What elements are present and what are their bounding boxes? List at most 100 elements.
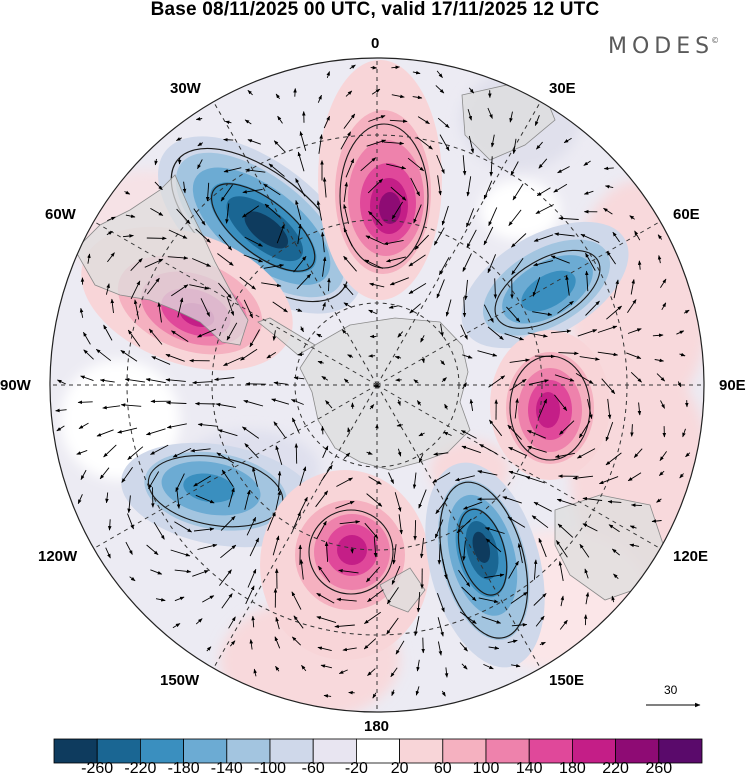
wind-vector bbox=[418, 453, 424, 463]
label-lon-120e: 120E bbox=[673, 548, 709, 565]
wind-vector bbox=[466, 229, 477, 248]
wind-vector bbox=[608, 524, 620, 533]
wind-vector bbox=[347, 354, 354, 359]
wind-vector bbox=[343, 181, 348, 203]
wind-vector bbox=[275, 616, 280, 630]
wind-vector bbox=[415, 686, 420, 696]
wind-vector bbox=[506, 306, 521, 323]
wind-vector bbox=[575, 373, 594, 384]
wind-vector bbox=[247, 89, 253, 96]
colorbar-swatch bbox=[226, 738, 271, 764]
colorbar-tick-label: 60 bbox=[433, 760, 452, 777]
wind-vector bbox=[517, 542, 523, 564]
wind-vector bbox=[318, 565, 331, 583]
wind-vector bbox=[216, 452, 235, 464]
wind-vector bbox=[360, 157, 377, 172]
wind-vector bbox=[121, 467, 133, 483]
wind-vector bbox=[398, 514, 403, 535]
colorbar-tick-label: 220 bbox=[602, 760, 629, 777]
wind-vector bbox=[509, 378, 527, 391]
wind-vector bbox=[386, 617, 399, 635]
wind-vector bbox=[654, 358, 665, 363]
wind-vector bbox=[364, 259, 383, 269]
wind-vector bbox=[176, 208, 191, 225]
wind-vector bbox=[418, 432, 425, 437]
wind-vector bbox=[77, 400, 93, 405]
wind-vector bbox=[217, 429, 238, 437]
wind-vector bbox=[170, 549, 191, 557]
wind-vector bbox=[299, 466, 307, 486]
wind-vector bbox=[577, 448, 596, 459]
wind-vector bbox=[349, 64, 356, 70]
wind-vector bbox=[192, 380, 213, 385]
wind-vector bbox=[372, 692, 377, 699]
wind-vector bbox=[197, 159, 203, 170]
wind-vector bbox=[243, 299, 254, 319]
wind-vector bbox=[467, 108, 472, 121]
wind-vector bbox=[461, 430, 477, 439]
wind-vector bbox=[554, 374, 575, 382]
wind-vector bbox=[483, 180, 493, 200]
wind-vector bbox=[263, 183, 281, 196]
wind-vector bbox=[527, 445, 547, 453]
wind-vector bbox=[397, 448, 402, 457]
wind-vector bbox=[316, 592, 335, 604]
wind-vector bbox=[613, 279, 619, 299]
wind-vector bbox=[77, 494, 83, 505]
wind-vector bbox=[507, 639, 518, 644]
wind-vector bbox=[533, 593, 547, 606]
wind-vector bbox=[290, 399, 304, 405]
wind-vector bbox=[630, 279, 635, 295]
wind-vector bbox=[509, 111, 513, 123]
wind-vector bbox=[438, 257, 450, 276]
wind-vector bbox=[657, 255, 662, 264]
wind-vector bbox=[296, 273, 312, 290]
wind-vector bbox=[440, 323, 444, 337]
wind-vector bbox=[383, 141, 405, 146]
wind-vector bbox=[271, 398, 290, 405]
wind-vector bbox=[514, 398, 519, 419]
wind-vector bbox=[110, 298, 115, 314]
wind-vector bbox=[597, 351, 619, 357]
wind-vector bbox=[462, 253, 472, 272]
wind-vector bbox=[189, 284, 210, 290]
label-lon-150w: 150W bbox=[160, 672, 200, 689]
wind-vector bbox=[293, 88, 297, 97]
wind-vector bbox=[155, 597, 166, 602]
wind-vector bbox=[300, 326, 304, 333]
wind-vector bbox=[606, 305, 622, 320]
wind-vector bbox=[127, 513, 134, 530]
wind-vector bbox=[436, 592, 445, 613]
wind-vector bbox=[316, 520, 327, 539]
wind-vector bbox=[386, 256, 407, 263]
wind-vector bbox=[316, 333, 323, 338]
wind-vector bbox=[107, 252, 115, 263]
wind-vector bbox=[504, 333, 525, 341]
wind-vector bbox=[249, 537, 260, 557]
wind-vector bbox=[363, 638, 377, 650]
wind-vector bbox=[217, 253, 234, 266]
wind-vector bbox=[197, 543, 218, 550]
wind-vector bbox=[368, 210, 383, 227]
wind-vector bbox=[365, 235, 385, 245]
wind-vector bbox=[125, 214, 136, 218]
wind-vector bbox=[176, 137, 182, 141]
wind-vector bbox=[299, 559, 304, 580]
wind-vector bbox=[224, 120, 232, 125]
wind-vector bbox=[129, 576, 136, 582]
wind-vector bbox=[205, 182, 210, 202]
wind-vector bbox=[605, 421, 614, 442]
wind-vector bbox=[297, 223, 302, 245]
wind-vector bbox=[244, 443, 259, 459]
wind-vector bbox=[295, 178, 306, 197]
wind-vector bbox=[133, 299, 140, 320]
wind-vector bbox=[559, 420, 575, 435]
wind-vector bbox=[408, 283, 427, 295]
wind-vector bbox=[660, 400, 665, 409]
wind-vector bbox=[509, 358, 530, 363]
wind-vector bbox=[556, 540, 568, 558]
wind-vector bbox=[532, 277, 541, 297]
wind-vector bbox=[297, 151, 305, 172]
wind-vector bbox=[490, 134, 495, 148]
label-lon-90e: 90E bbox=[719, 377, 746, 394]
